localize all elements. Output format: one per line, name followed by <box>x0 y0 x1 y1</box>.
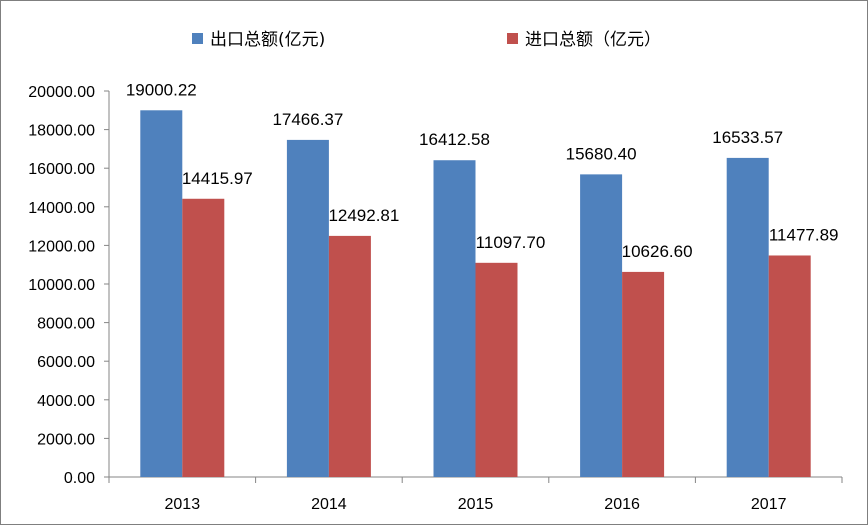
y-tick-label: 2000.00 <box>37 431 95 448</box>
x-tick-label: 2017 <box>751 496 787 513</box>
x-tick-label: 2013 <box>165 496 201 513</box>
legend-label-import: 进口总额（亿元） <box>525 30 661 50</box>
axes: 0.00 2000.00 4000.00 6000.00 8000.00 10000.00… <box>28 84 843 513</box>
y-tick-label: 10000.00 <box>28 277 95 294</box>
data-label-import: 14415.97 <box>182 169 253 188</box>
data-label-export: 16412.58 <box>419 130 490 149</box>
x-tick-label: 2014 <box>311 496 347 513</box>
data-label-export: 16533.57 <box>712 128 783 147</box>
legend-label-export: 出口总额(亿元) <box>210 30 325 50</box>
data-label-import: 11477.89 <box>769 225 839 244</box>
data-label-import: 10626.60 <box>622 242 693 261</box>
data-label-export: 19000.22 <box>126 80 197 99</box>
data-label-export: 17466.37 <box>272 110 343 129</box>
y-tick-label: 4000.00 <box>37 393 95 410</box>
bar-import <box>768 255 811 477</box>
legend: 出口总额(亿元) 进口总额（亿元） <box>192 30 661 50</box>
y-tick-label: 8000.00 <box>37 316 95 333</box>
bar-import <box>622 271 665 477</box>
bar-import <box>328 235 371 477</box>
y-tick-label: 12000.00 <box>28 238 95 255</box>
bar-import <box>475 262 518 477</box>
bar-export <box>726 157 769 477</box>
data-label-import: 12492.81 <box>328 206 399 225</box>
bars <box>140 110 811 478</box>
bar-export <box>580 174 623 477</box>
bar-export <box>140 110 183 478</box>
data-labels: 19000.22 17466.37 16412.58 15680.40 16533.57… <box>126 80 839 261</box>
legend-swatch-export <box>192 33 203 44</box>
y-tick-label: 0.00 <box>64 470 95 487</box>
y-tick-label: 18000.00 <box>28 123 95 140</box>
data-label-import: 11097.70 <box>476 233 546 252</box>
x-tick-label: 2016 <box>604 496 640 513</box>
legend-swatch-import <box>507 33 518 44</box>
data-label-export: 15680.40 <box>566 144 637 163</box>
bar-export <box>286 139 329 478</box>
y-tick-label: 6000.00 <box>37 354 95 371</box>
bar-import <box>182 198 225 477</box>
x-tick-label: 2015 <box>458 496 494 513</box>
y-tick-label: 16000.00 <box>28 161 95 178</box>
bar-export <box>433 160 476 477</box>
y-tick-label: 20000.00 <box>28 84 95 101</box>
y-tick-label: 14000.00 <box>28 200 95 217</box>
